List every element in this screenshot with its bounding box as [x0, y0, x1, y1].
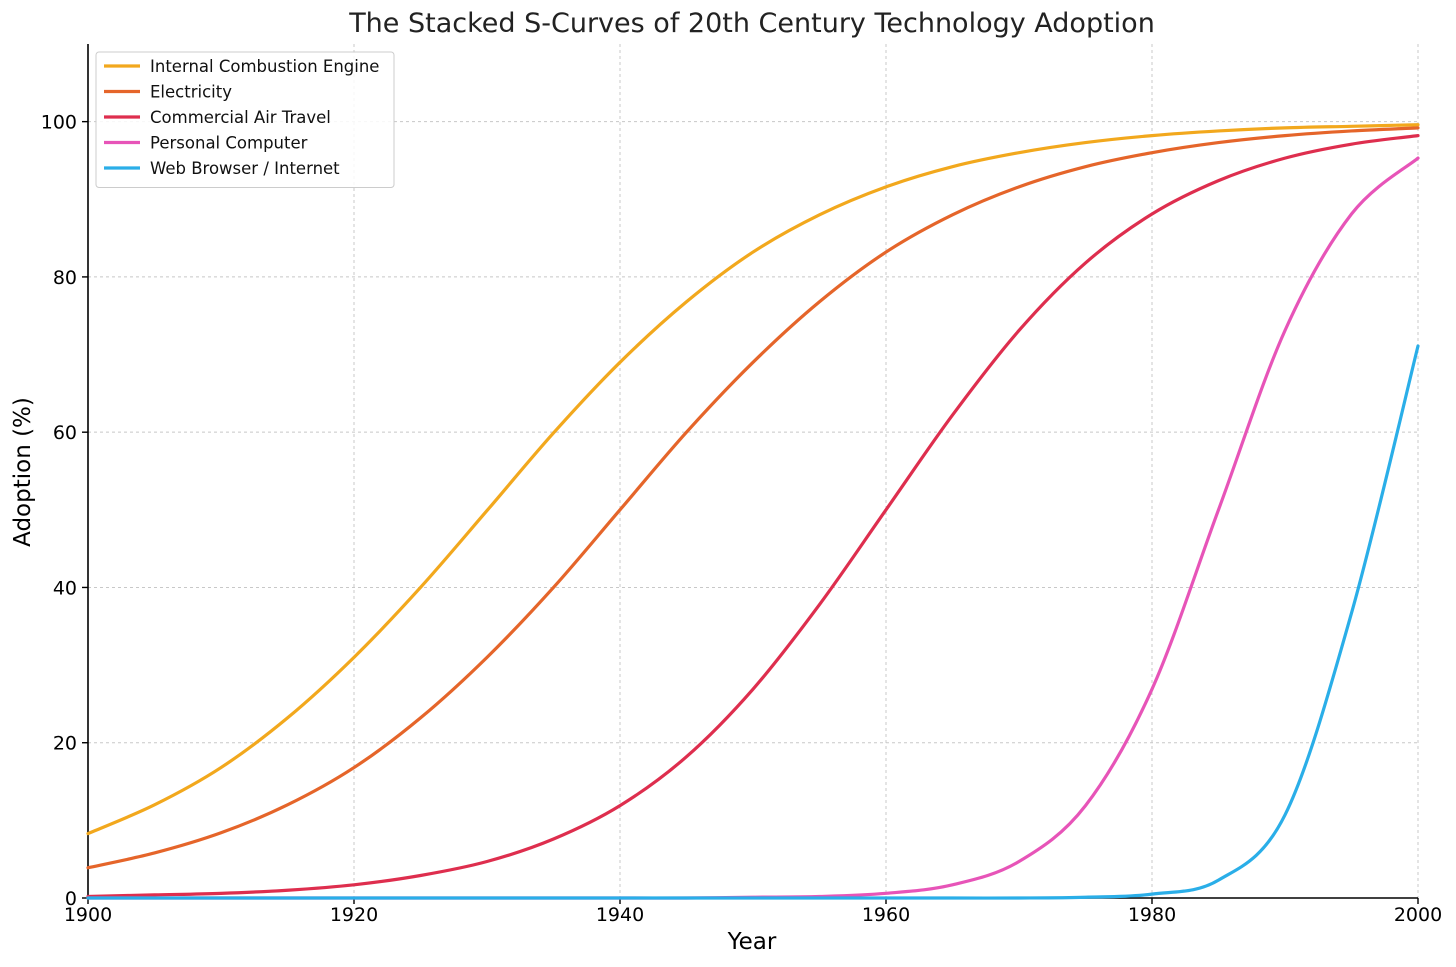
legend: Internal Combustion Engine Electricity Com… [95, 51, 395, 188]
series-line-web-browser-internet [86, 344, 1420, 900]
x-tick-label: 1920 [330, 904, 378, 926]
y-tick-label: 0 [65, 888, 77, 910]
series-lines [86, 123, 1420, 900]
y-tick-label: 80 [53, 267, 77, 289]
legend-label-personal-computer: Personal Computer [150, 134, 308, 153]
x-tick-label: 1900 [64, 904, 112, 926]
legend-label-internal-combustion-engine: Internal Combustion Engine [150, 57, 379, 76]
y-axis-ticks: 0 20 40 60 80 100 [41, 112, 88, 910]
y-tick-label: 100 [41, 112, 77, 134]
legend-label-commercial-air-travel: Commercial Air Travel [150, 108, 331, 127]
legend-label-web-browser-internet: Web Browser / Internet [150, 159, 340, 178]
y-axis-title: Adoption (%) [10, 397, 36, 547]
legend-frame [95, 51, 395, 188]
series-line-internal-combustion-engine [86, 123, 1420, 836]
x-tick-label: 1980 [1128, 904, 1176, 926]
series-line-electricity [86, 126, 1420, 870]
grid [88, 44, 1419, 898]
x-tick-label: 1940 [596, 904, 644, 926]
chart-title: The Stacked S-Curves of 20th Century Tec… [348, 8, 1155, 39]
series-line-personal-computer [86, 156, 1420, 900]
legend-label-electricity: Electricity [150, 83, 232, 102]
y-tick-label: 60 [53, 422, 77, 444]
x-tick-label: 2000 [1394, 904, 1442, 926]
x-tick-label: 1960 [862, 904, 910, 926]
x-axis-ticks: 1900 1920 1940 1960 1980 2000 [64, 898, 1442, 926]
y-tick-label: 20 [53, 733, 77, 755]
y-tick-label: 40 [53, 577, 77, 599]
x-axis-title: Year [727, 929, 777, 955]
series-line-commercial-air-travel [86, 134, 1420, 899]
